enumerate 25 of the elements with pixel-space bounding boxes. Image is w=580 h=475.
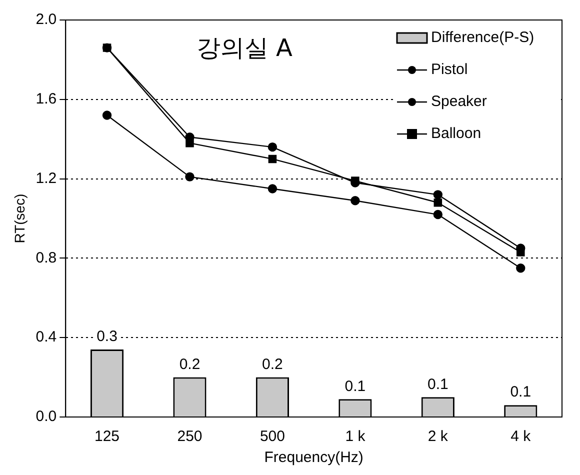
legend-label: Pistol: [431, 61, 468, 78]
x-tick-label: 4 k: [510, 428, 532, 446]
x-tick-label: 500: [260, 428, 285, 446]
y-tick-label: 0.0: [36, 408, 57, 426]
x-tick-label: 125: [94, 428, 120, 446]
legend-label: Balloon: [431, 125, 482, 142]
annotation: 강의실 A: [196, 34, 293, 62]
y-tick-label: 0.8: [36, 249, 57, 266]
x-axis-title: Frequency(Hz): [264, 449, 364, 466]
data-label: 0.3: [96, 328, 118, 346]
data-label: 0.2: [262, 356, 283, 373]
y-tick-label: 1.6: [36, 90, 57, 108]
y-tick-label: 0.4: [36, 328, 57, 346]
legend-label: Difference(P-S): [431, 29, 534, 46]
data-label: 0.1: [344, 378, 366, 395]
y-tick-label: 1.2: [36, 170, 57, 187]
data-label: 0.1: [427, 376, 448, 393]
x-tick-label: 2 k: [428, 428, 448, 446]
y-axis-title: RT(sec): [11, 194, 28, 244]
x-tick-label: 1 k: [345, 428, 366, 446]
legend-label: Speaker: [431, 93, 487, 110]
data-label: 0.2: [179, 356, 200, 373]
x-tick-label: 250: [177, 428, 202, 446]
data-label: 0.1: [510, 384, 532, 401]
y-tick-label: 2.0: [36, 11, 57, 28]
